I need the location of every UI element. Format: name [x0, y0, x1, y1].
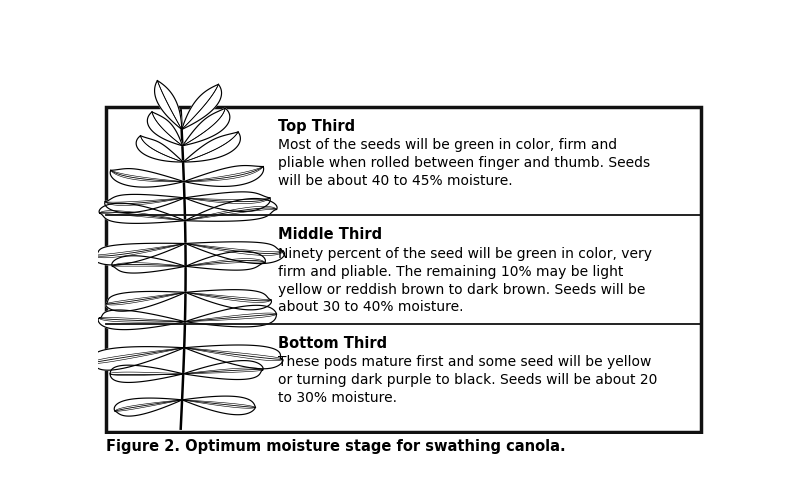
Polygon shape [183, 108, 230, 146]
Polygon shape [112, 256, 186, 273]
Polygon shape [184, 345, 283, 369]
Polygon shape [185, 199, 277, 221]
Polygon shape [105, 194, 184, 213]
Polygon shape [182, 84, 222, 129]
Text: Most of the seeds will be green in color, firm and
pliable when rolled between f: Most of the seeds will be green in color… [279, 138, 650, 188]
Polygon shape [184, 165, 264, 186]
Text: Figure 2. Optimum moisture stage for swathing canola.: Figure 2. Optimum moisture stage for swa… [105, 439, 565, 454]
Text: Top Third: Top Third [279, 119, 356, 134]
Polygon shape [98, 310, 185, 329]
Text: Ninety percent of the seed will be green in color, very
firm and pliable. The re: Ninety percent of the seed will be green… [279, 247, 652, 314]
Text: Middle Third: Middle Third [279, 227, 382, 242]
Polygon shape [183, 132, 240, 162]
Polygon shape [91, 346, 184, 370]
Polygon shape [184, 192, 270, 211]
Polygon shape [136, 136, 183, 162]
Polygon shape [183, 396, 256, 415]
Polygon shape [185, 305, 276, 327]
Polygon shape [105, 291, 186, 311]
Polygon shape [186, 290, 272, 310]
Polygon shape [99, 203, 185, 224]
Polygon shape [186, 251, 265, 270]
Polygon shape [147, 112, 183, 146]
Polygon shape [186, 242, 285, 264]
Polygon shape [154, 81, 182, 129]
Polygon shape [110, 168, 184, 187]
Polygon shape [110, 365, 183, 383]
Polygon shape [114, 398, 183, 416]
FancyBboxPatch shape [105, 107, 701, 432]
Polygon shape [92, 243, 186, 265]
Text: Bottom Third: Bottom Third [279, 336, 387, 351]
Text: These pods mature first and some seed will be yellow
or turning dark purple to b: These pods mature first and some seed wi… [279, 355, 658, 405]
Polygon shape [183, 361, 263, 380]
